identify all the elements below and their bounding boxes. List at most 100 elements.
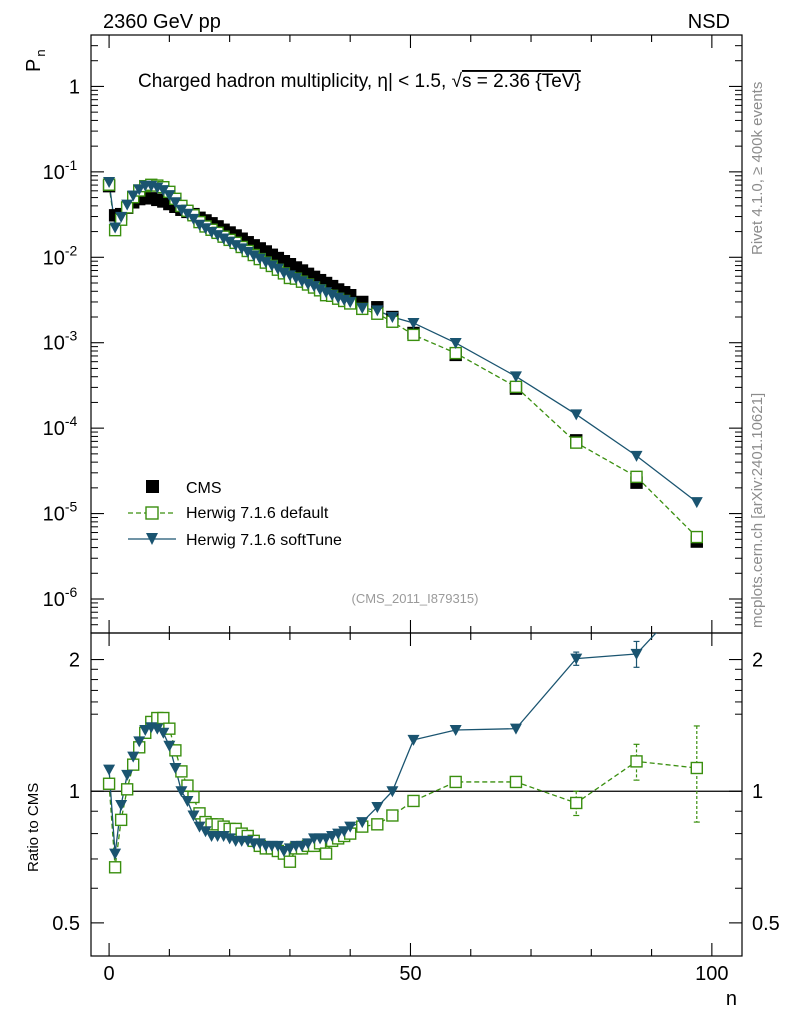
herwig-softtune-point-ratio — [109, 848, 122, 860]
chart-title-prefix: Charged hadron multiplicity, — [138, 71, 377, 92]
herwig-default-point-ratio — [108, 861, 122, 874]
y-axis-label-main: Pn — [23, 49, 48, 72]
ratio-y-tick-label-right: 0.5 — [752, 913, 780, 935]
herwig-default-point-ratio — [102, 777, 116, 790]
herwig-softtune-point-main — [127, 190, 140, 202]
herwig-default-point-main — [449, 346, 462, 360]
chart-title-eta-cut: | < 1.5, — [388, 71, 452, 92]
herwig-softtune-point-ratio — [175, 786, 188, 798]
herwig-softtune-point-main — [326, 289, 339, 301]
herwig-default-point-ratio — [570, 796, 583, 810]
legend-cms-label: CMS — [186, 480, 222, 497]
legend-cms-marker — [146, 480, 159, 493]
herwig-softtune-point-main — [259, 257, 272, 269]
analysis-id-label: (CMS_2011_I879315) — [352, 591, 479, 606]
herwig-softtune-point-ratio — [386, 786, 399, 798]
y-axis-label-main-sub: n — [33, 49, 48, 56]
herwig-default-point-main — [570, 436, 583, 449]
herwig-softtune-point-ratio — [338, 826, 351, 838]
herwig-default-point-ratio — [630, 755, 643, 768]
herwig-softtune-point-main — [690, 497, 703, 509]
chart-title-eta: η — [377, 71, 388, 92]
x-tick-label: 100 — [695, 963, 728, 985]
herwig-softtune-point-main — [169, 197, 182, 209]
herwig-softtune-point-main — [407, 317, 420, 329]
legend-softtune-label: Herwig 7.1.6 softTune — [186, 532, 342, 549]
herwig-softtune-point-ratio — [691, 584, 703, 595]
herwig-softtune-point-main — [371, 305, 384, 317]
herwig-softtune-point-main — [630, 450, 643, 462]
herwig-softtune-point-ratio — [115, 799, 128, 811]
herwig-default-point-ratio — [449, 775, 462, 789]
herwig-softtune-point-ratio — [193, 821, 206, 833]
herwig-softtune-point-ratio — [407, 734, 420, 746]
legend: CMS Herwig 7.1.6 default Herwig 7.1.6 so… — [128, 480, 342, 549]
herwig-softtune-point-main — [271, 263, 284, 275]
herwig-softtune-point-main — [115, 211, 128, 223]
legend-softtune-marker — [146, 533, 158, 545]
y-tick-label-main: 10-6 — [43, 584, 78, 611]
herwig-default-point-ratio — [509, 775, 523, 789]
herwig-softtune-point-main — [289, 273, 302, 285]
herwig-softtune-point-main — [344, 297, 357, 309]
herwig-softtune-point-ratio — [121, 769, 134, 781]
chart-title: Charged hadron multiplicity, η| < 1.5, √… — [138, 71, 581, 92]
herwig-softtune-point-ratio — [157, 727, 170, 739]
herwig-default-point-ratio — [157, 711, 170, 725]
herwig-softtune-point-main — [449, 337, 462, 349]
herwig-softtune-point-main — [217, 233, 230, 245]
herwig-softtune-point-main — [163, 190, 176, 202]
herwig-default-point-ratio — [120, 783, 134, 796]
herwig-softtune-point-main — [181, 208, 194, 220]
herwig-softtune-point-ratio — [103, 764, 116, 776]
herwig-softtune-point-main — [109, 222, 122, 234]
x-tick-label: 0 — [104, 963, 115, 985]
herwig-softtune-point-ratio — [570, 653, 583, 665]
chart-title-sqrt: √ — [452, 71, 463, 92]
herwig-softtune-point-ratio — [371, 802, 384, 814]
herwig-default-point-ratio — [283, 855, 297, 868]
rivet-version-label: Rivet 4.1.0, ≥ 400k events — [749, 82, 766, 255]
herwig-default-point-ratio — [319, 847, 333, 860]
ratio-plot-frame — [90, 632, 743, 957]
herwig-softtune-point-ratio — [449, 725, 462, 737]
x-axis-label: n — [726, 988, 737, 1010]
herwig-softtune-point-main — [175, 204, 188, 216]
herwig-softtune-point-main — [121, 199, 134, 211]
herwig-softtune-point-main — [205, 227, 218, 239]
herwig-softtune-point-main — [247, 250, 260, 262]
ratio-y-tick-label-left: 1 — [69, 781, 80, 803]
herwig-softtune-point-main — [295, 276, 308, 288]
herwig-softtune-point-main — [356, 302, 369, 314]
herwig-softtune-point-ratio — [133, 736, 146, 748]
ratio-y-tick-label-left: 0.5 — [52, 913, 80, 935]
y-tick-label-main: 10-5 — [43, 499, 78, 526]
herwig-softtune-point-main — [386, 312, 399, 324]
herwig-default-point-main — [630, 470, 643, 484]
y-tick-label-main: 10-1 — [43, 157, 78, 184]
herwig-softtune-point-ratio — [127, 751, 140, 763]
herwig-softtune-point-main — [193, 219, 206, 231]
y-tick-label-main: 10-3 — [43, 328, 78, 355]
y-tick-label-main: 10-4 — [43, 413, 78, 440]
chart-title-energy: s = 2.36 {TeV} — [462, 71, 581, 92]
header-left-label: 2360 GeV pp — [103, 11, 221, 33]
herwig-softtune-point-ratio — [199, 826, 212, 838]
herwig-default-point-main — [509, 380, 523, 394]
mcplots-label: mcplots.cern.ch [arXiv:2401.10621] — [749, 393, 766, 628]
herwig-softtune-point-main — [253, 253, 266, 265]
herwig-softtune-point-main — [223, 236, 236, 248]
main-series-layer — [102, 176, 703, 548]
herwig-softtune-point-main — [509, 371, 522, 383]
herwig-softtune-point-main — [133, 184, 146, 196]
legend-default-label: Herwig 7.1.6 default — [186, 505, 329, 522]
herwig-default-point-ratio — [114, 813, 128, 827]
herwig-softtune-point-main — [308, 281, 321, 293]
ratio-y-tick-label-left: 2 — [69, 650, 80, 672]
herwig-softtune-point-main — [235, 243, 248, 255]
herwig-softtune-point-main — [241, 246, 254, 258]
herwig-softtune-point-ratio — [187, 810, 200, 822]
herwig-default-point-main — [690, 530, 703, 544]
x-tick-label: 50 — [399, 963, 421, 985]
